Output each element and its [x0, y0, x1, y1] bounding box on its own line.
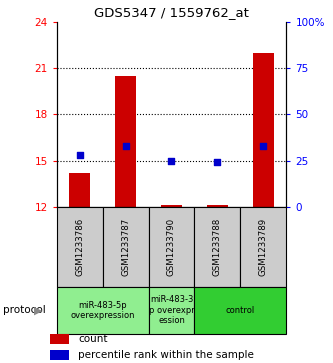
Bar	[69, 173, 90, 207]
Bar	[57, 287, 149, 334]
Bar	[161, 205, 182, 207]
Bar	[194, 207, 240, 287]
Text: GSM1233789: GSM1233789	[259, 218, 268, 276]
Text: count: count	[78, 334, 108, 344]
Point	[261, 143, 266, 149]
Bar	[207, 205, 228, 207]
Text: miR-483-3
p overexpr
ession: miR-483-3 p overexpr ession	[149, 295, 194, 325]
Text: percentile rank within the sample: percentile rank within the sample	[78, 350, 254, 360]
Text: GSM1233790: GSM1233790	[167, 218, 176, 276]
Point	[169, 158, 174, 163]
Text: GSM1233786: GSM1233786	[75, 218, 84, 276]
Bar	[57, 207, 103, 287]
Text: GSM1233788: GSM1233788	[213, 218, 222, 276]
Bar	[50, 334, 69, 344]
Text: GSM1233787: GSM1233787	[121, 218, 130, 276]
Bar	[253, 53, 274, 207]
Text: protocol: protocol	[3, 305, 46, 315]
Bar	[115, 76, 136, 207]
Bar	[240, 207, 286, 287]
Point	[123, 143, 128, 149]
Bar	[149, 287, 194, 334]
Bar	[194, 287, 286, 334]
Bar	[103, 207, 149, 287]
Text: control: control	[226, 306, 255, 315]
Point	[215, 160, 220, 166]
Bar	[149, 207, 194, 287]
Bar	[50, 350, 69, 360]
Text: miR-483-5p
overexpression: miR-483-5p overexpression	[70, 301, 135, 320]
Point	[77, 152, 82, 158]
Title: GDS5347 / 1559762_at: GDS5347 / 1559762_at	[94, 6, 249, 19]
Text: ▶: ▶	[34, 305, 43, 315]
